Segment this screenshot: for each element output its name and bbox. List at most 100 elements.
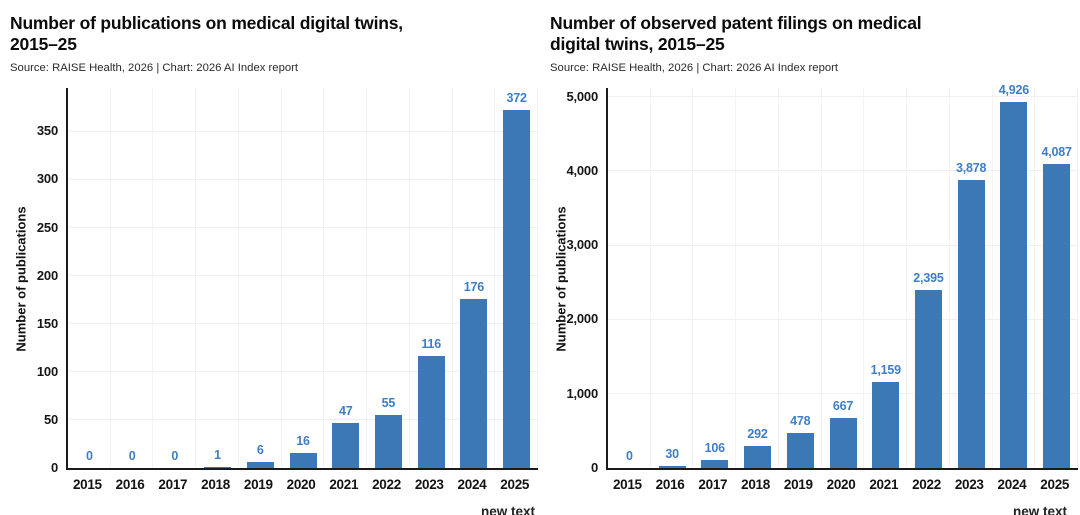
bar-value-label: 3,878 bbox=[956, 160, 987, 175]
bar-value-label: 4,926 bbox=[998, 83, 1030, 98]
x-tick-label: 2019 bbox=[783, 477, 813, 492]
x-tick-label: 2021 bbox=[869, 477, 899, 492]
h-gridline bbox=[68, 227, 538, 228]
bar-2022 bbox=[374, 415, 402, 468]
h-gridline bbox=[608, 170, 1078, 172]
v-gridline bbox=[906, 88, 908, 468]
bar-2021 bbox=[872, 381, 900, 468]
v-gridline bbox=[649, 88, 651, 468]
x-tick-label: 2022 bbox=[372, 477, 401, 492]
h-gridline bbox=[608, 318, 1078, 320]
bar-2025 bbox=[503, 110, 531, 468]
v-gridline bbox=[735, 88, 737, 468]
bar-2016 bbox=[658, 465, 686, 468]
bar-value-label: 30 bbox=[665, 446, 679, 461]
x-tick-label: 2022 bbox=[912, 477, 941, 492]
v-gridline bbox=[1077, 88, 1078, 468]
v-gridline bbox=[109, 88, 111, 468]
x-tick-label: 2016 bbox=[115, 477, 145, 492]
bar-2018 bbox=[204, 467, 232, 468]
bar-value-label: 0 bbox=[128, 449, 136, 463]
y-tick-label: 5,000 bbox=[566, 88, 598, 104]
h-gridline bbox=[68, 275, 538, 277]
bar-2019 bbox=[246, 462, 274, 468]
v-gridline bbox=[537, 88, 538, 468]
bar-value-label: 292 bbox=[747, 427, 768, 442]
v-gridline bbox=[408, 88, 410, 468]
h-gridline bbox=[68, 323, 538, 325]
bar-2020 bbox=[829, 418, 857, 468]
bar-value-label: 0 bbox=[171, 449, 179, 463]
chart-title-line-1: Number of observed patent filings on med… bbox=[550, 13, 922, 33]
bar-value-label: 16 bbox=[296, 433, 310, 448]
bar-2024 bbox=[460, 298, 488, 468]
x-axis: 2015 2016 2017 2018 2019 2020 2021 2022 2023 2024… bbox=[66, 477, 536, 492]
y-tick-label: 350 bbox=[36, 123, 58, 139]
y-tick-label: 2,000 bbox=[566, 311, 598, 327]
y-tick-label: 1,000 bbox=[566, 385, 598, 401]
bar-value-label: 4,087 bbox=[1041, 145, 1072, 160]
bar-2025 bbox=[1043, 164, 1071, 468]
plot-area: 0 1,000 2,000 3,000 4,000 5,000 0 30 106 292 478 66… bbox=[566, 83, 1078, 475]
x-tick-label: 2023 bbox=[414, 477, 444, 492]
h-gridline bbox=[608, 393, 1078, 395]
x-axis: 2015 2016 2017 2018 2019 2020 2021 2022 2023 2024… bbox=[606, 477, 1076, 492]
x-tick-label: 2017 bbox=[158, 477, 188, 492]
x-tick-label: 2015 bbox=[72, 477, 102, 492]
bar-value-label: 1 bbox=[214, 448, 221, 463]
bar-2017 bbox=[701, 460, 729, 468]
h-gridline bbox=[68, 130, 538, 132]
v-gridline bbox=[692, 88, 694, 468]
x-tick-label: 2024 bbox=[457, 477, 487, 492]
h-gridline bbox=[68, 178, 538, 180]
h-gridline bbox=[68, 419, 538, 421]
x-tick-label: 2020 bbox=[826, 477, 856, 492]
x-tick-label: 2023 bbox=[954, 477, 984, 492]
x-tick-label: 2024 bbox=[997, 477, 1027, 492]
v-gridline bbox=[777, 88, 779, 468]
v-gridline bbox=[494, 88, 496, 468]
bar-2022 bbox=[914, 290, 942, 468]
chart-title: Number of publications on medical digita… bbox=[10, 13, 525, 55]
chart-title-line-1: Number of publications on medical digita… bbox=[10, 13, 403, 33]
h-gridline bbox=[68, 371, 538, 373]
clipped-annotation: new text bbox=[480, 504, 535, 515]
plot-area: 0 50 100 150 200 250 300 350 0 0 0 1 6 16 47 55 116 176 37… bbox=[37, 88, 538, 475]
bar-value-label: 106 bbox=[704, 441, 725, 456]
y-tick-label: 250 bbox=[36, 219, 58, 235]
x-tick-label: 2025 bbox=[1040, 477, 1070, 492]
clipped-annotation: new text bbox=[1012, 504, 1067, 515]
y-tick-label: 100 bbox=[36, 363, 58, 379]
x-tick-label: 2025 bbox=[500, 477, 530, 492]
patent-filings-chart: Number of observed patent filings on med… bbox=[540, 0, 1080, 515]
x-tick-label: 2015 bbox=[612, 477, 642, 492]
y-tick-label: 0 bbox=[590, 460, 598, 475]
v-gridline bbox=[991, 88, 993, 468]
x-tick-label: 2018 bbox=[741, 477, 770, 492]
y-tick-label: 300 bbox=[36, 171, 58, 187]
v-gridline bbox=[323, 88, 325, 468]
chart-title-line-2: 2015–25 bbox=[10, 34, 77, 54]
x-tick-label: 2017 bbox=[698, 477, 728, 492]
publications-chart: Number of publications on medical digita… bbox=[10, 13, 538, 515]
v-gridline bbox=[280, 88, 282, 468]
v-gridline bbox=[237, 88, 239, 468]
h-gridline bbox=[608, 96, 1078, 98]
v-gridline bbox=[820, 88, 822, 468]
x-tick-label: 2020 bbox=[286, 477, 316, 492]
bar-2019 bbox=[786, 432, 814, 468]
bar-value-label: 2,395 bbox=[913, 271, 944, 286]
y-tick-label: 0 bbox=[50, 460, 58, 475]
v-gridline bbox=[948, 88, 950, 468]
bar-value-label: 372 bbox=[506, 91, 527, 106]
x-tick-label: 2018 bbox=[201, 477, 230, 492]
v-gridline bbox=[366, 88, 368, 468]
bar-2023 bbox=[957, 179, 985, 468]
bar-value-label: 55 bbox=[381, 396, 396, 411]
x-tick-label: 2016 bbox=[655, 477, 685, 492]
y-tick-label: 150 bbox=[36, 315, 58, 331]
y-tick-label: 50 bbox=[43, 411, 58, 427]
bar-2021 bbox=[332, 422, 360, 468]
y-tick-label: 4,000 bbox=[566, 162, 598, 178]
